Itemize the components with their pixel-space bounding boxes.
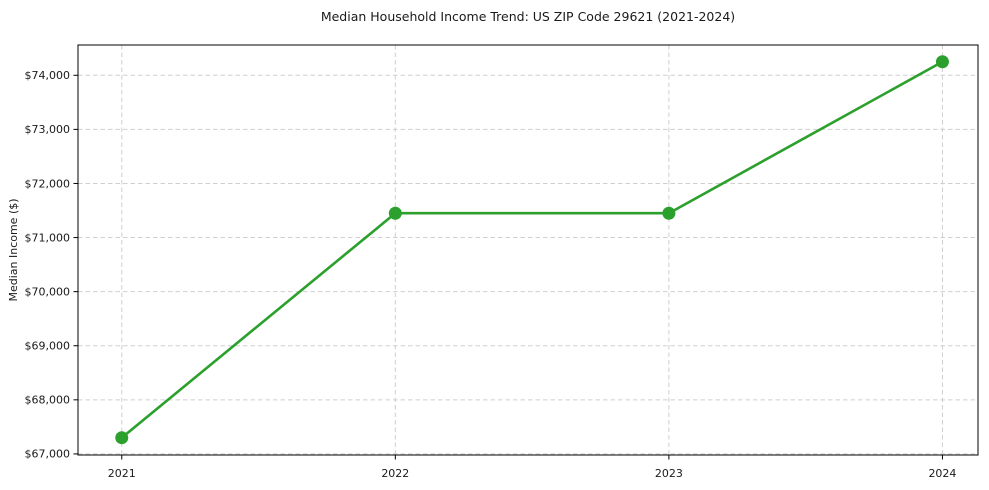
y-tick-label: $69,000 (25, 340, 71, 353)
data-point (935, 55, 949, 69)
data-point (662, 206, 676, 220)
y-tick-label: $74,000 (25, 69, 71, 82)
data-point (115, 431, 129, 445)
y-tick-label: $68,000 (25, 394, 71, 407)
gridlines (78, 45, 978, 455)
y-axis-label: Median Income ($) (7, 198, 20, 301)
y-tick-label: $70,000 (25, 285, 71, 298)
y-tick-label: $71,000 (25, 231, 71, 244)
chart-title: Median Household Income Trend: US ZIP Co… (321, 9, 735, 24)
y-tick-label: $73,000 (25, 123, 71, 136)
axes (73, 44, 979, 460)
x-tick-label: 2024 (928, 467, 956, 480)
y-tick-label: $67,000 (25, 448, 71, 461)
y-tick-label: $72,000 (25, 177, 71, 190)
data-point (388, 206, 402, 220)
data-series (115, 55, 949, 445)
x-tick-label: 2023 (655, 467, 683, 480)
x-tick-label: 2021 (108, 467, 136, 480)
plot-border (77, 44, 979, 456)
x-tick-label: 2022 (381, 467, 409, 480)
trend-line (120, 60, 944, 439)
tick-labels: $67,000 $68,000 $69,000 $70,000 $71,000 $72,0… (25, 69, 957, 480)
